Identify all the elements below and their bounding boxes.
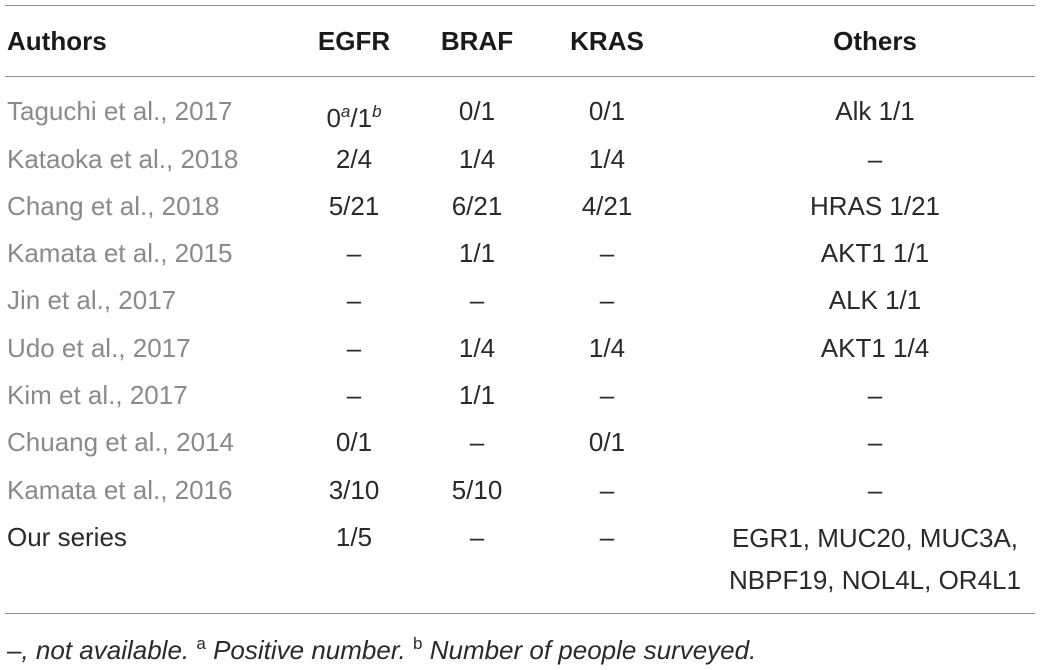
cell-author: Udo et al., 2017: [7, 333, 191, 363]
table-row: Udo et al., 2017 – 1/4 1/4 AKT1 1/4: [0, 325, 1040, 372]
header-authors: Authors: [7, 26, 107, 56]
cell-author: Our series: [7, 522, 127, 552]
cell-author: Chuang et al., 2014: [7, 427, 234, 457]
cell-kras: 4/21: [581, 191, 633, 221]
header-braf: BRAF: [440, 26, 514, 56]
cell-egfr: –: [346, 380, 362, 410]
cell-others: –: [867, 475, 883, 505]
cell-kras: –: [599, 380, 615, 410]
others-line-2: NBPF19, NOL4L, OR4L1: [729, 565, 1021, 595]
table-row: Kamata et al., 2016 3/10 5/10 – –: [0, 467, 1040, 514]
cell-braf: 1/1: [458, 380, 496, 410]
cell-kras: 1/4: [588, 333, 626, 363]
egfr-positive: 0: [326, 103, 341, 133]
cell-egfr: –: [346, 238, 362, 268]
cell-braf: –: [469, 427, 485, 457]
table-row: Chang et al., 2018 5/21 6/21 4/21 HRAS 1…: [0, 183, 1040, 230]
cell-braf: 1/4: [458, 144, 496, 174]
footnote-b-text: Number of people surveyed.: [429, 635, 757, 665]
cell-others: Alk 1/1: [835, 96, 915, 126]
cell-others-multiline: EGR1, MUC20, MUC3A, NBPF19, NOL4L, OR4L1: [700, 517, 1040, 601]
cell-braf: 6/21: [451, 191, 503, 221]
cell-author: Jin et al., 2017: [7, 285, 177, 315]
table-header-row: Authors EGFR BRAF KRAS Others: [0, 18, 1040, 65]
cell-braf: –: [469, 285, 485, 315]
cell-others: –: [867, 144, 883, 174]
cell-others: ALK 1/1: [828, 285, 922, 315]
table-bottom-rule: [5, 613, 1035, 614]
cell-braf: 1/4: [458, 333, 496, 363]
cell-author: Chang et al., 2018: [7, 191, 220, 221]
footnote-dash: –, not available.: [7, 635, 190, 665]
cell-author: Kim et al., 2017: [7, 380, 188, 410]
table-row: Our series 1/5 – –: [0, 514, 1040, 561]
cell-kras: –: [599, 475, 615, 505]
cell-egfr: 0a/1b: [300, 88, 408, 142]
header-others: Others: [833, 26, 917, 56]
cell-braf: 5/10: [451, 475, 503, 505]
cell-kras: 0/1: [588, 427, 626, 457]
cell-kras: –: [599, 285, 615, 315]
table-row: Jin et al., 2017 – – – ALK 1/1: [0, 277, 1040, 324]
footnote-mark-b: b: [372, 102, 382, 121]
table-row: Kim et al., 2017 – 1/1 – –: [0, 372, 1040, 419]
table-row: Chuang et al., 2014 0/1 – 0/1 –: [0, 419, 1040, 466]
cell-egfr: 0/1: [335, 427, 373, 457]
table-header-rule: [5, 76, 1035, 77]
cell-others: –: [867, 380, 883, 410]
cell-others: –: [867, 427, 883, 457]
cell-braf: 0/1: [458, 96, 496, 126]
cell-egfr: 3/10: [328, 475, 380, 505]
header-egfr: EGFR: [317, 26, 391, 56]
cell-others: HRAS 1/21: [809, 191, 941, 221]
cell-author: Taguchi et al., 2017: [7, 96, 233, 126]
cell-braf: 1/1: [458, 238, 496, 268]
cell-braf: –: [469, 522, 485, 552]
cell-author: Kataoka et al., 2018: [7, 144, 239, 174]
cell-author: Kamata et al., 2015: [7, 238, 233, 268]
cell-author: Kamata et al., 2016: [7, 475, 233, 505]
footnote-mark-a: a: [340, 102, 351, 121]
cell-others: AKT1 1/1: [820, 238, 930, 268]
cell-kras: –: [599, 238, 615, 268]
table-row: Kamata et al., 2015 – 1/1 – AKT1 1/1: [0, 230, 1040, 277]
footnote-a-text: Positive number.: [213, 635, 406, 665]
cell-kras: 0/1: [588, 96, 626, 126]
table-footnote: –, not available. a Positive number. b N…: [7, 624, 756, 670]
cell-egfr: 5/21: [328, 191, 380, 221]
header-kras: KRAS: [570, 26, 644, 56]
cell-egfr: 2/4: [335, 144, 373, 174]
table-top-rule: [5, 5, 1035, 6]
footnote-mark-a: a: [196, 634, 206, 653]
egfr-separator: /: [350, 103, 358, 133]
cell-others: AKT1 1/4: [820, 333, 930, 363]
cell-kras: –: [599, 522, 615, 552]
cell-egfr: –: [346, 333, 362, 363]
egfr-surveyed: 1: [357, 103, 373, 133]
table-row: Kataoka et al., 2018 2/4 1/4 1/4 –: [0, 136, 1040, 183]
table-row: Taguchi et al., 2017 0a/1b 0/1 0/1 Alk 1…: [0, 88, 1040, 135]
cell-egfr: –: [346, 285, 362, 315]
others-line-1: EGR1, MUC20, MUC3A,: [731, 523, 1019, 553]
cell-egfr: 1/5: [335, 522, 373, 552]
cell-kras: 1/4: [588, 144, 626, 174]
footnote-mark-b: b: [413, 634, 423, 653]
